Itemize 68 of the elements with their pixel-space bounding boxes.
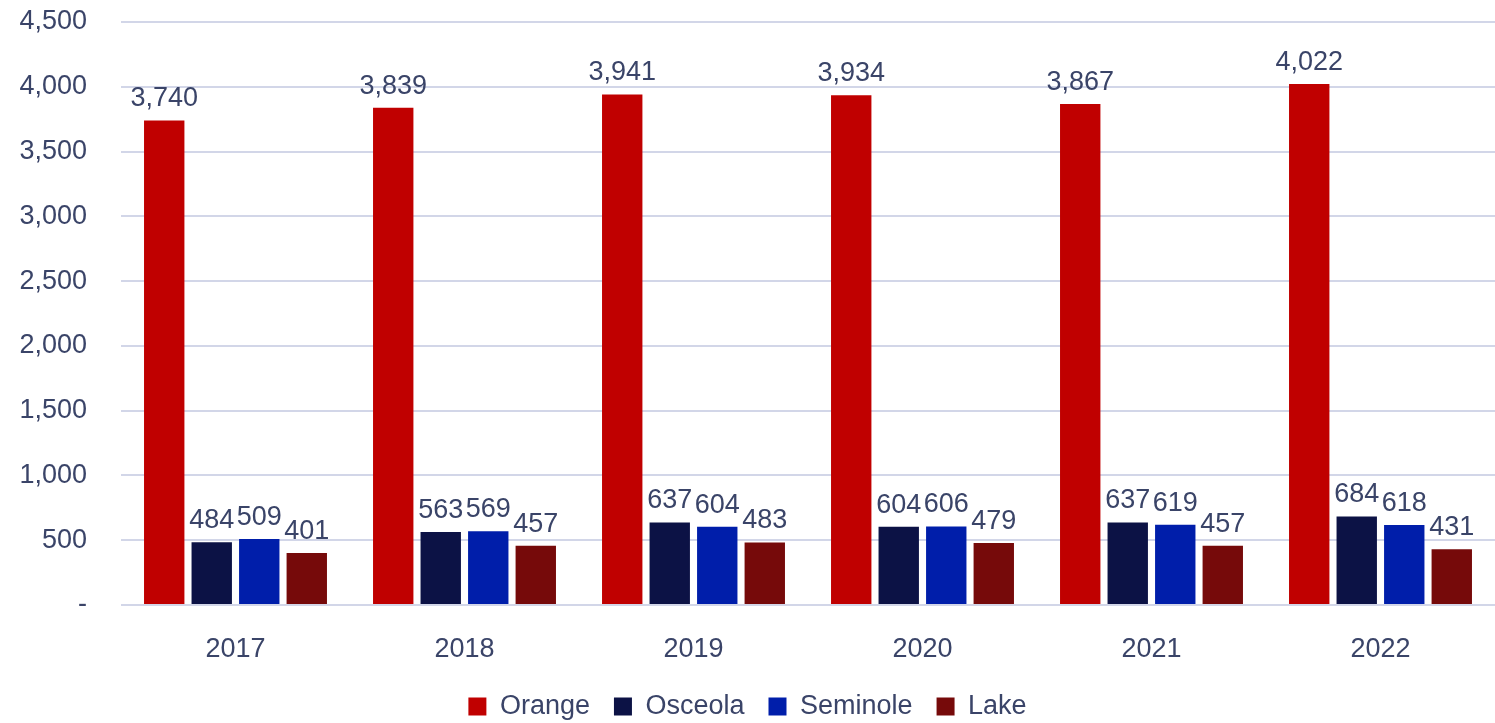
bar bbox=[1060, 104, 1101, 604]
bar bbox=[191, 542, 232, 604]
bar bbox=[926, 526, 967, 604]
legend-label: Orange bbox=[499, 689, 590, 720]
data-label: 619 bbox=[1152, 486, 1198, 517]
bar bbox=[239, 539, 280, 604]
data-label: 3,867 bbox=[1046, 66, 1115, 97]
data-label: 457 bbox=[513, 507, 559, 538]
bar bbox=[1289, 83, 1330, 604]
bar bbox=[1107, 522, 1148, 604]
data-label: 3,934 bbox=[817, 57, 886, 88]
y-tick-label: 4,000 bbox=[19, 70, 87, 101]
data-label: 431 bbox=[1429, 511, 1475, 542]
data-label: 484 bbox=[189, 504, 235, 535]
data-label: 401 bbox=[284, 515, 330, 546]
y-tick-label: 3,500 bbox=[19, 135, 87, 166]
data-label: 3,941 bbox=[588, 56, 657, 87]
data-label: 637 bbox=[647, 484, 693, 515]
data-label: 509 bbox=[236, 501, 282, 532]
bar bbox=[649, 522, 690, 604]
data-label: 3,740 bbox=[130, 82, 199, 113]
bar bbox=[1431, 549, 1472, 604]
bar bbox=[373, 107, 414, 604]
y-tick-label: - bbox=[78, 588, 87, 619]
data-label: 684 bbox=[1334, 478, 1380, 509]
legend-label: Seminole bbox=[800, 689, 913, 720]
bar bbox=[1384, 524, 1425, 604]
legend-label: Lake bbox=[968, 689, 1027, 720]
data-label: 457 bbox=[1200, 507, 1246, 538]
y-tick-label: 500 bbox=[41, 523, 87, 554]
bar bbox=[144, 120, 185, 604]
bar bbox=[602, 94, 643, 604]
bar bbox=[515, 545, 556, 604]
y-tick-label: 4,500 bbox=[19, 5, 87, 36]
bar bbox=[468, 531, 509, 604]
data-label: 604 bbox=[876, 488, 922, 519]
bar bbox=[1336, 516, 1377, 604]
data-label: 618 bbox=[1381, 486, 1427, 517]
bar bbox=[973, 542, 1014, 604]
bar bbox=[697, 526, 738, 604]
y-tick-label: 1,500 bbox=[19, 394, 87, 425]
data-label: 483 bbox=[742, 504, 788, 535]
x-tick-label: 2018 bbox=[434, 632, 495, 663]
bar bbox=[420, 532, 461, 604]
data-label: 3,839 bbox=[359, 69, 428, 100]
bar bbox=[286, 553, 327, 604]
y-tick-label: 2,000 bbox=[19, 329, 87, 360]
data-label: 604 bbox=[694, 488, 740, 519]
data-label: 479 bbox=[971, 504, 1017, 535]
bar bbox=[1155, 524, 1196, 604]
bar bbox=[1202, 545, 1243, 604]
x-tick-label: 2020 bbox=[892, 632, 953, 663]
bar bbox=[831, 95, 872, 604]
bar bbox=[878, 526, 919, 604]
data-label: 637 bbox=[1105, 484, 1151, 515]
data-label: 606 bbox=[923, 488, 969, 519]
y-tick-label: 2,500 bbox=[19, 264, 87, 295]
bar bbox=[744, 542, 785, 604]
legend-label: Osceola bbox=[645, 689, 746, 720]
x-tick-label: 2022 bbox=[1350, 632, 1411, 663]
x-tick-label: 2017 bbox=[205, 632, 266, 663]
y-tick-label: 1,000 bbox=[19, 458, 87, 489]
x-tick-label: 2019 bbox=[663, 632, 724, 663]
data-label: 569 bbox=[465, 493, 511, 524]
data-label: 4,022 bbox=[1275, 45, 1344, 76]
y-tick-label: 3,000 bbox=[19, 199, 87, 230]
data-label: 563 bbox=[418, 494, 464, 525]
x-tick-label: 2021 bbox=[1121, 632, 1182, 663]
